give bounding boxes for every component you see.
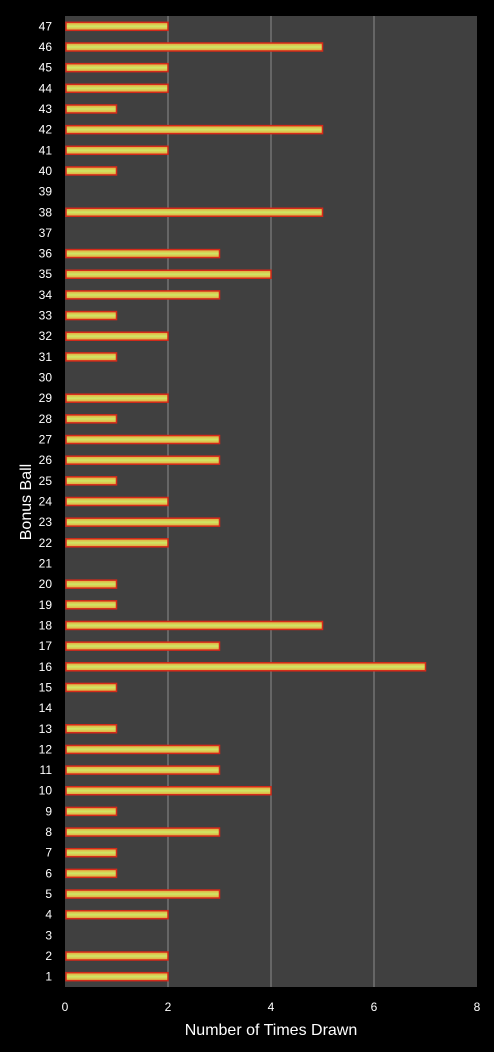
bar [65,951,169,961]
bar [65,310,118,321]
x-tick-label: 6 [371,1000,378,1014]
bar [65,21,169,32]
bar [65,765,221,775]
bar [65,455,221,465]
y-tick-label: 2 [45,949,52,963]
bar [65,827,221,837]
y-tick-label: 21 [39,556,53,570]
x-tick-label: 0 [62,1000,69,1014]
y-tick-label: 9 [45,804,52,818]
y-tick-label: 6 [45,866,52,880]
y-tick-label: 47 [39,19,53,33]
x-tick-label: 8 [474,1000,481,1014]
y-tick-label: 40 [39,164,53,178]
y-tick-label: 33 [39,309,53,323]
x-tick-label: 2 [165,1000,172,1014]
y-axis-title: Bonus Ball [18,464,35,541]
y-tick-label: 1 [45,970,52,984]
y-tick-label: 26 [39,453,53,467]
y-tick-labels: 1234567891011121314151617181920212223242… [39,19,53,983]
y-tick-label: 22 [39,536,53,550]
y-tick-label: 25 [39,474,53,488]
bar [65,42,324,52]
y-tick-label: 27 [39,433,53,447]
bar [65,414,118,424]
y-tick-label: 45 [39,61,53,75]
y-tick-label: 15 [39,680,53,694]
bar [65,538,169,548]
bar [65,909,169,920]
y-tick-label: 8 [45,825,52,839]
x-tick-labels: 0 2 4 6 8 [62,1000,481,1014]
y-tick-label: 18 [39,618,53,632]
bar [65,579,118,589]
bar [65,868,118,879]
y-tick-label: 20 [39,577,53,591]
bar [65,600,118,610]
y-tick-label: 42 [39,123,53,137]
x-axis-title: Number of Times Drawn [185,1022,358,1039]
y-tick-label: 43 [39,102,53,116]
bar [65,62,169,73]
bar [65,476,118,486]
y-tick-label: 30 [39,371,53,385]
bar [65,145,169,156]
y-tick-label: 3 [45,928,52,942]
bar [65,434,221,445]
bar [65,806,118,817]
bar [65,724,118,734]
bar [65,166,118,176]
y-tick-label: 12 [39,742,53,756]
bar [65,124,324,135]
y-tick-label: 32 [39,329,53,343]
bar [65,889,221,899]
bar [65,847,118,858]
bar [65,83,169,94]
bar [65,620,324,631]
bar [65,104,118,114]
y-tick-label: 16 [39,660,53,674]
bar [65,207,324,218]
bar [65,517,221,527]
y-tick-label: 46 [39,40,53,54]
y-tick-label: 37 [39,226,53,240]
bar [65,785,272,796]
y-tick-label: 19 [39,598,53,612]
y-tick-label: 31 [39,350,53,364]
y-tick-label: 10 [39,784,53,798]
x-tick-label: 4 [268,1000,275,1014]
y-tick-label: 38 [39,205,53,219]
y-tick-label: 11 [40,763,53,777]
bar [65,331,169,341]
y-tick-label: 41 [39,143,53,157]
y-tick-label: 14 [39,701,53,715]
y-tick-label: 17 [39,639,53,653]
y-tick-label: 28 [39,412,53,426]
bar [65,393,169,403]
bar [65,971,169,982]
bar [65,662,427,672]
bar [65,269,272,279]
bar [65,352,118,362]
bar [65,496,169,507]
y-tick-label: 4 [45,908,52,922]
y-tick-label: 5 [45,887,52,901]
y-tick-label: 35 [39,267,53,281]
y-tick-label: 36 [39,247,53,261]
y-tick-label: 34 [39,288,53,302]
bar [65,290,221,300]
bar [65,248,221,259]
y-tick-label: 44 [39,81,53,95]
y-tick-label: 24 [39,495,53,509]
y-tick-label: 7 [45,846,52,860]
bars [65,21,427,982]
bar [65,744,221,755]
y-tick-label: 39 [39,185,53,199]
bar [65,641,221,651]
y-tick-label: 13 [39,722,53,736]
y-tick-label: 29 [39,391,53,405]
bar [65,682,118,693]
y-tick-label: 23 [39,515,53,529]
